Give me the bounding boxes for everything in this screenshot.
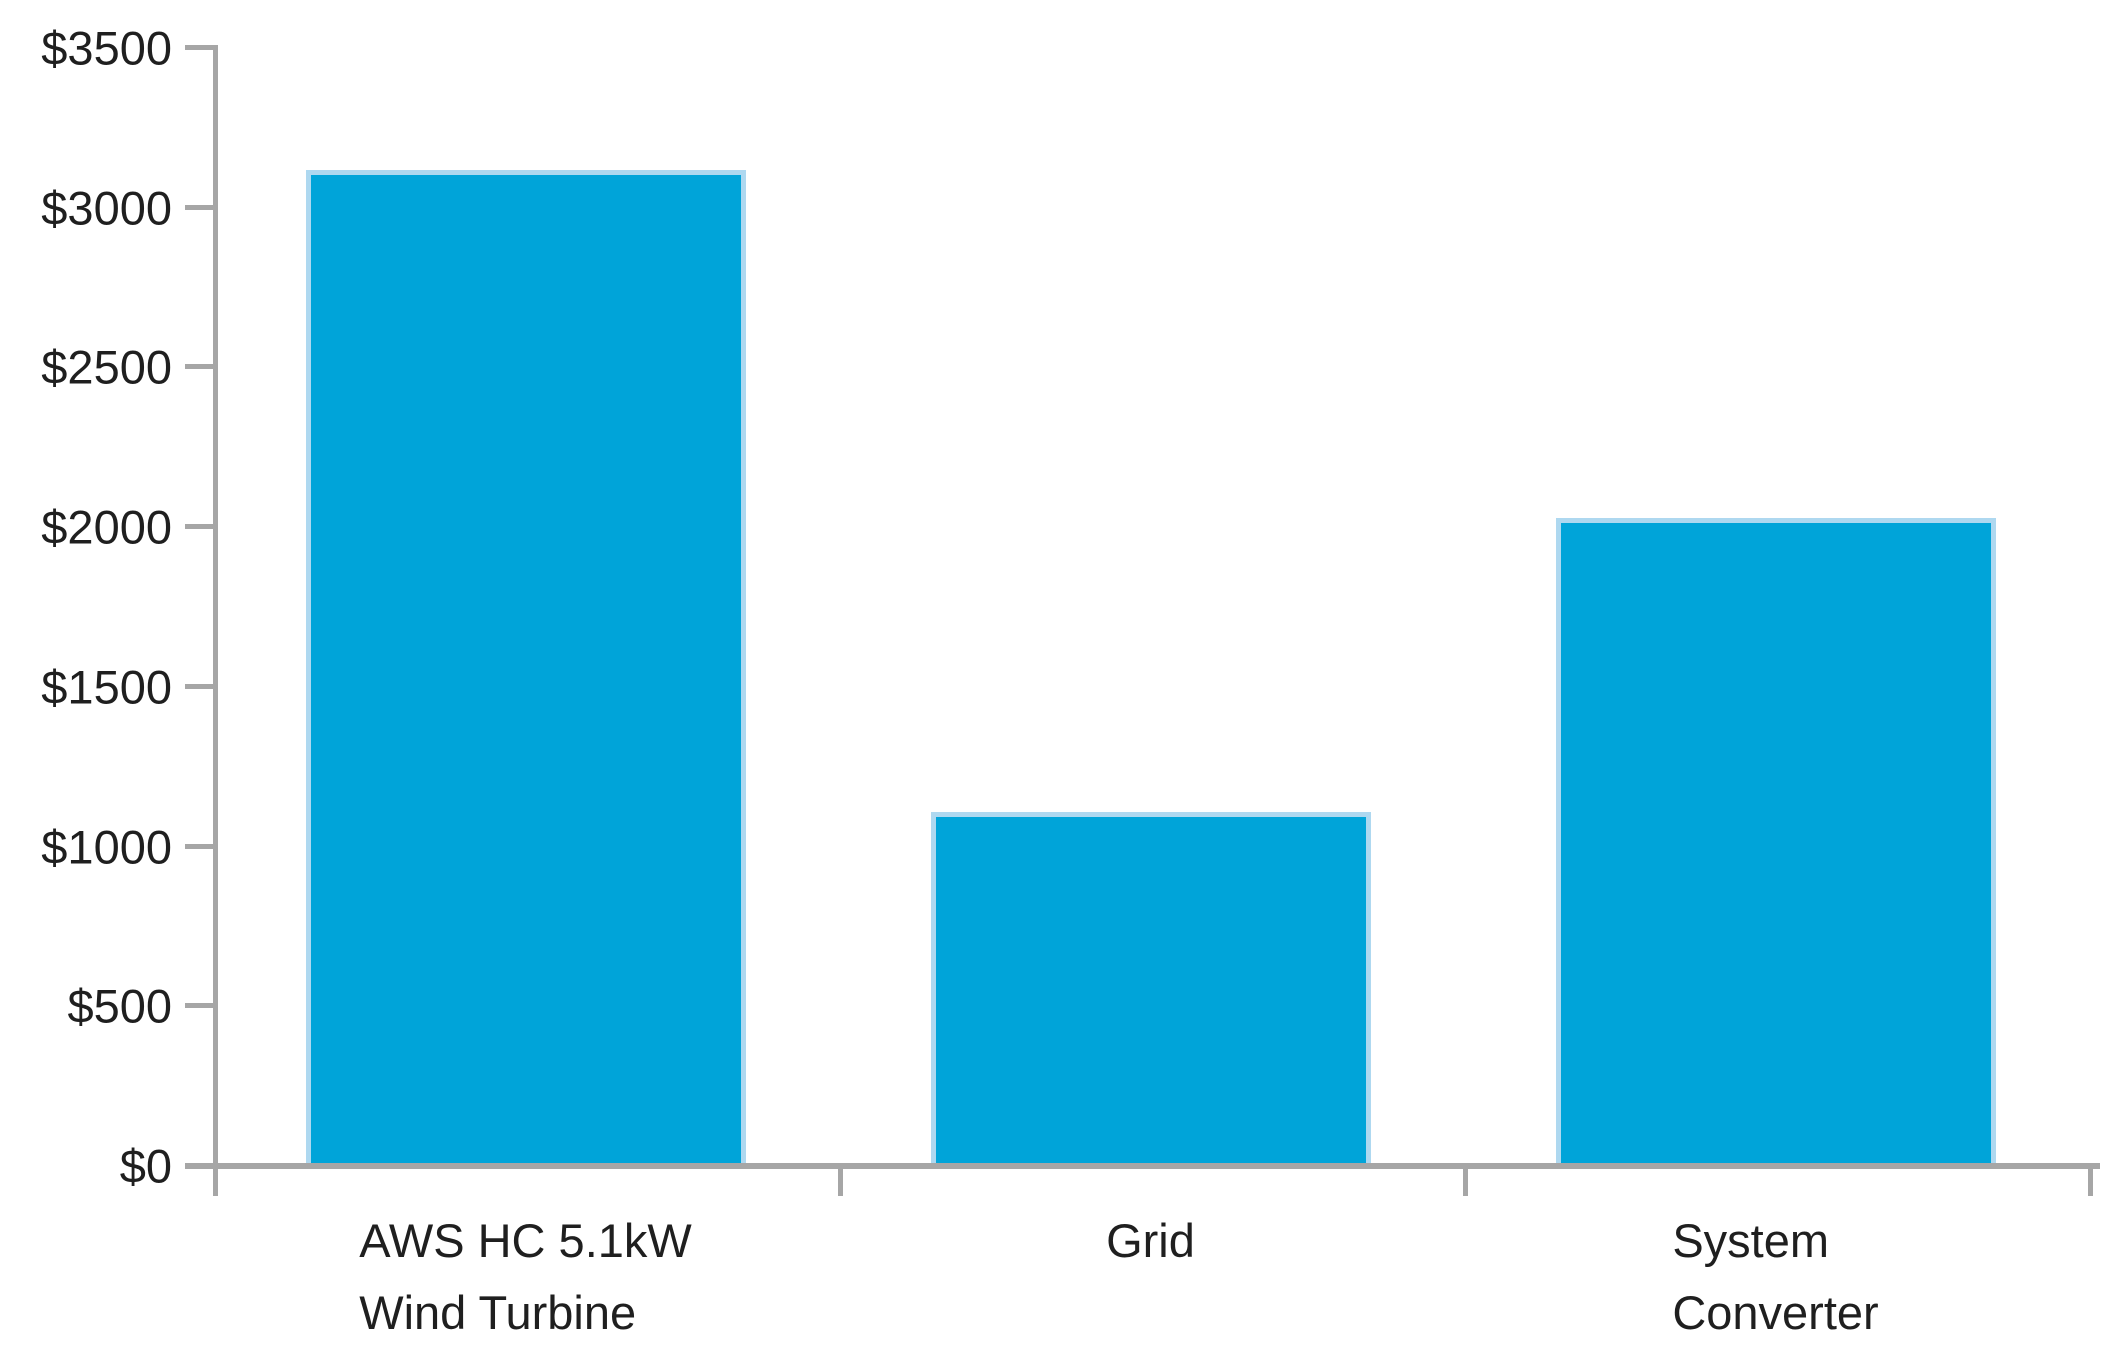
y-tick-mark: [185, 1163, 213, 1168]
y-tick-label: $1000: [41, 820, 172, 874]
y-tick-label: $3000: [41, 181, 172, 235]
x-tick-mark: [213, 1169, 218, 1196]
y-tick-mark: [185, 364, 213, 370]
y-tick-label: $1500: [41, 660, 172, 714]
y-tick-label: $2500: [41, 340, 172, 394]
x-category-label: Grid: [1106, 1214, 1195, 1267]
y-axis-line: [213, 45, 218, 1169]
x-category-label: System Converter: [1672, 1214, 1879, 1339]
y-tick-mark: [185, 843, 213, 849]
y-tick-label: $3500: [41, 21, 172, 75]
x-tick-mark: [838, 1169, 843, 1196]
y-tick-mark: [185, 204, 213, 210]
y-tick-label: $500: [67, 979, 172, 1033]
y-tick-mark: [185, 524, 213, 530]
x-tick-mark: [2088, 1169, 2093, 1196]
x-category-label: AWS HC 5.1kW Wind Turbine: [359, 1214, 692, 1339]
x-tick-mark: [1463, 1169, 1468, 1196]
y-tick-mark: [185, 45, 213, 50]
bar-1: [305, 170, 746, 1163]
y-tick-mark: [185, 683, 213, 689]
x-axis-line: [185, 1163, 2100, 1169]
y-tick-label: $2000: [41, 500, 172, 554]
bar-2: [930, 812, 1371, 1163]
y-tick-mark: [185, 1003, 213, 1009]
plot-area: [213, 45, 2088, 1163]
bar-3: [1555, 518, 1996, 1163]
y-tick-label: $0: [119, 1139, 172, 1193]
